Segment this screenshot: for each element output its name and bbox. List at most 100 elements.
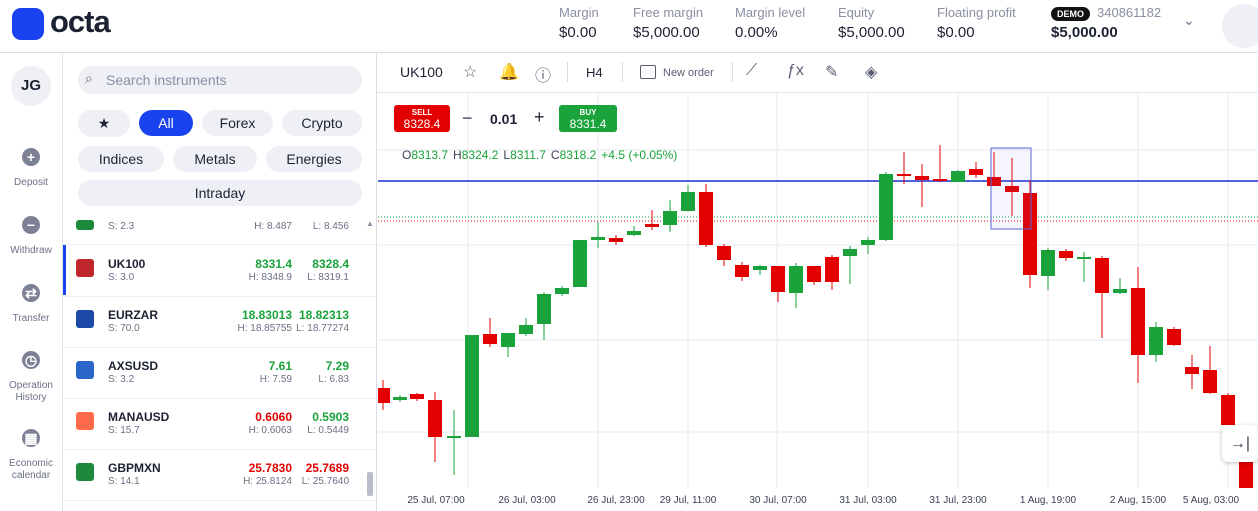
candle-body	[465, 335, 479, 437]
filter-chip[interactable]: Indices	[78, 146, 164, 172]
instrument-name[interactable]: UK100	[108, 257, 146, 271]
instrument-name[interactable]: EURZAR	[108, 308, 158, 322]
instrument-spread: S: 3.2	[108, 374, 135, 385]
sidebar-icon[interactable]: ⇄	[22, 284, 40, 302]
filter-chip[interactable]: Crypto	[282, 110, 362, 136]
toolbar-icon[interactable]: ƒx	[787, 62, 804, 79]
stat-label: Margin level	[735, 5, 806, 20]
chart-symbol[interactable]: UK100	[400, 64, 443, 80]
toolbar-sep	[622, 62, 623, 82]
sidebar-icon[interactable]: ◷	[22, 351, 40, 369]
candle-body	[428, 400, 442, 437]
instrument-low: L: 0.5449	[307, 425, 349, 436]
candle-body	[861, 240, 875, 245]
candle-body	[609, 238, 623, 242]
candle-body	[1113, 289, 1127, 293]
toolbar-icon[interactable]: ◈	[865, 64, 878, 81]
x-axis-label: 29 Jul, 11:00	[660, 495, 717, 506]
sidebar-label[interactable]: Deposit	[14, 177, 48, 188]
filter-chip[interactable]: All	[139, 110, 193, 136]
x-axis-label: 31 Jul, 23:00	[929, 495, 987, 506]
filter-fav[interactable]: ★	[78, 110, 130, 137]
search-box[interactable]	[78, 66, 362, 94]
instrument-flag	[76, 220, 94, 230]
ohlc-label: L	[503, 148, 511, 162]
sidebar-icon[interactable]: ▦	[22, 429, 40, 447]
header-border	[0, 52, 1258, 53]
candle-body	[1239, 460, 1253, 488]
candle-body	[717, 246, 731, 260]
buy-label[interactable]: BUY	[579, 108, 597, 117]
x-axis-label: 26 Jul, 23:00	[587, 495, 645, 506]
candle-body	[1059, 251, 1073, 258]
chart-timeframe[interactable]: H4	[586, 65, 603, 80]
profile-circle[interactable]	[1222, 4, 1258, 48]
instrument-bid: 8328.4	[312, 257, 349, 271]
candle-body	[969, 169, 983, 175]
instrument-flag	[76, 259, 94, 277]
stat-value: $0.00	[937, 24, 975, 41]
candle-body	[879, 174, 893, 240]
instrument-low: L: 25.7640	[301, 476, 349, 487]
volume-plus[interactable]: +	[534, 107, 545, 127]
sidebar-icon[interactable]: +	[22, 148, 40, 166]
toolbar-icon[interactable]: ✎	[825, 64, 839, 81]
logo-icon	[12, 8, 44, 40]
volume[interactable]: 0.01	[490, 111, 518, 127]
sidebar-icon[interactable]: −	[22, 216, 40, 234]
ohlc-label: C	[550, 148, 560, 162]
stat-label: Floating profit	[937, 5, 1016, 20]
candle-body	[378, 388, 390, 403]
filter-chip[interactable]: Forex	[202, 110, 273, 136]
candle-body	[447, 436, 461, 438]
search-placeholder: Search instruments	[106, 72, 227, 88]
instrument-low: L: 8319.1	[307, 272, 349, 283]
sidebar-label[interactable]: Economic calendar	[9, 458, 53, 481]
buy-price[interactable]: 8331.4	[569, 117, 607, 131]
instrument-spread: S: 70.0	[108, 323, 140, 334]
stat-value: 0.00%	[735, 24, 778, 41]
instrument-name[interactable]: GBPMXN	[108, 461, 161, 475]
instrument-low: L: 6.83	[318, 374, 349, 385]
account-chevron[interactable]: ⌄	[1183, 12, 1195, 28]
candle-body	[753, 266, 767, 270]
instrument-name[interactable]: MANAUSD	[108, 410, 170, 424]
toolbar-icon[interactable]: ⟋	[746, 62, 758, 79]
buy-button[interactable]	[559, 105, 617, 132]
avatar[interactable]: JG	[11, 66, 51, 106]
candle-body	[410, 394, 424, 399]
toolbar-sep	[567, 62, 568, 82]
instrument-spread: S: 3.0	[108, 272, 135, 283]
candle-body	[987, 177, 1001, 186]
demo-badge: DEMO	[1051, 7, 1090, 21]
candle-body	[501, 333, 515, 347]
sidebar-label[interactable]: Withdraw	[10, 245, 52, 256]
sidebar-border	[62, 53, 63, 511]
instrument-name[interactable]: AXSUSD	[108, 359, 159, 373]
candle-body	[663, 211, 677, 225]
candle-body	[843, 249, 857, 256]
new-order-icon	[640, 65, 656, 79]
instrument-spread: S: 2.3	[108, 221, 135, 232]
stat-label: Equity	[838, 5, 875, 20]
toolbar-icon[interactable]: ⓘ	[535, 68, 552, 85]
scroll-to-end[interactable]: →|	[1222, 425, 1258, 462]
filter-chip[interactable]: Energies	[266, 146, 362, 172]
instrument-spread: S: 15.7	[108, 425, 140, 436]
candle-body	[1095, 258, 1109, 293]
sidebar-label[interactable]: Transfer	[12, 313, 50, 324]
ohlc-value: 8313.7	[411, 148, 449, 162]
new-order[interactable]: New order	[663, 67, 714, 79]
filter-chip[interactable]: Intraday	[78, 180, 362, 206]
volume-minus[interactable]: −	[462, 108, 473, 128]
sell-price[interactable]: 8328.4	[403, 117, 441, 131]
candle-body	[519, 325, 533, 334]
toolbar-icon[interactable]: ☆	[463, 64, 478, 81]
sidebar-label[interactable]: Operation History	[9, 380, 53, 403]
filter-chip[interactable]: Metals	[173, 146, 257, 172]
stat-value: $0.00	[559, 24, 597, 41]
toolbar-icon[interactable]: 🔔	[499, 64, 519, 81]
sell-button[interactable]	[394, 105, 450, 132]
sell-label[interactable]: SELL	[411, 108, 433, 117]
x-axis-label: 26 Jul, 03:00	[498, 495, 556, 506]
